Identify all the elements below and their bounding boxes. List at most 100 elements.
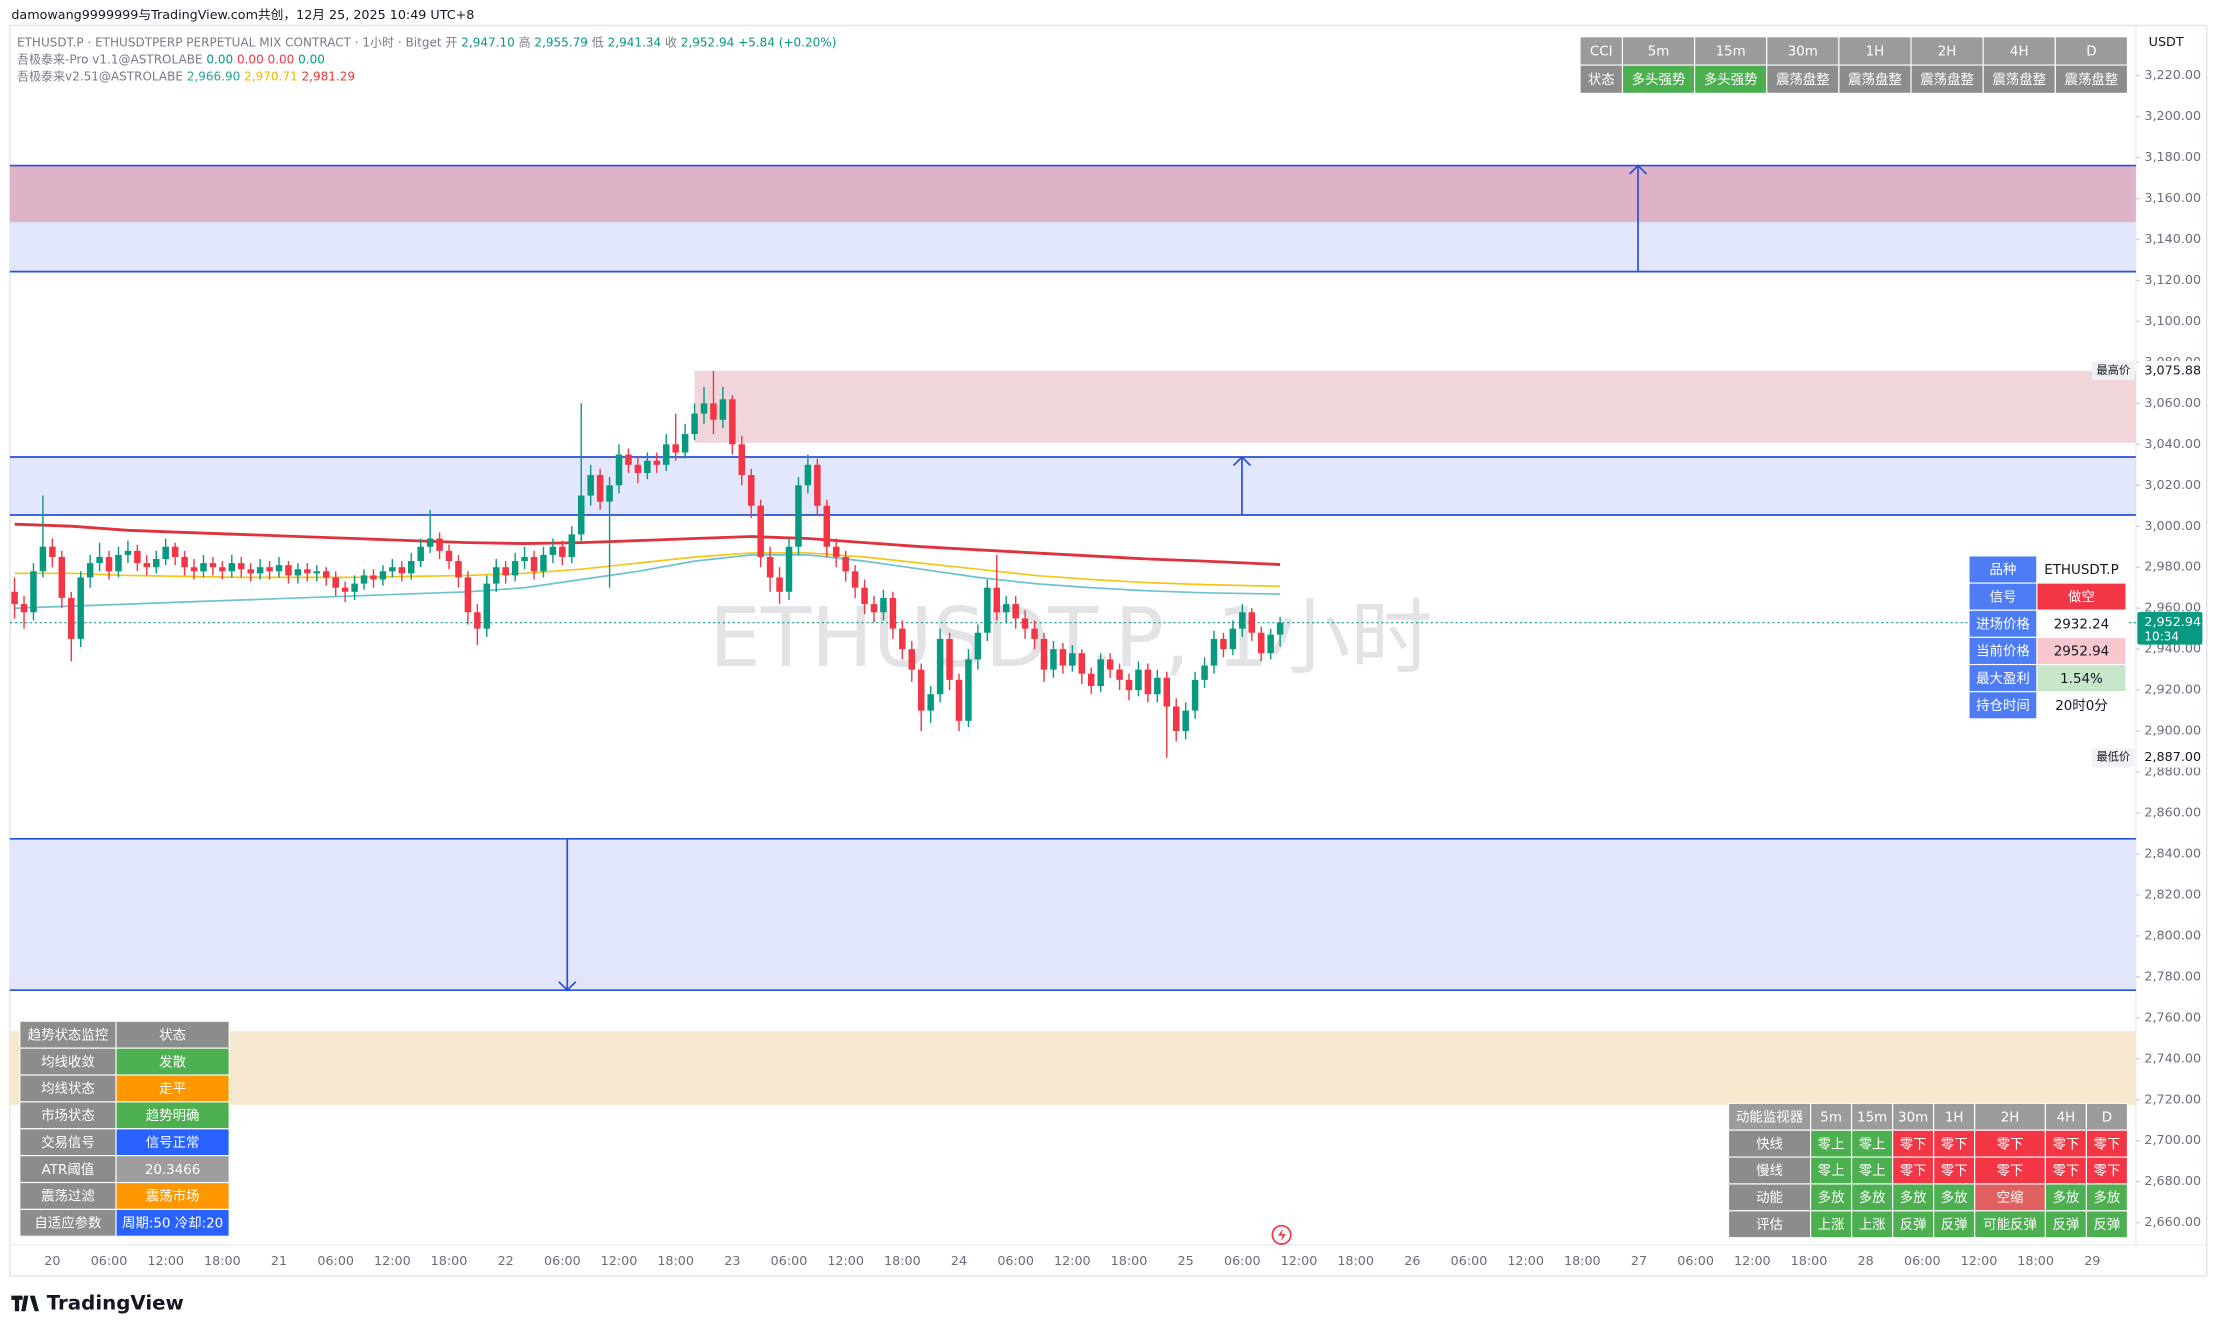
candle-body	[530, 556, 538, 572]
candle-body	[832, 546, 840, 557]
ohlc-key: 高	[519, 34, 531, 49]
candle-body	[171, 546, 179, 557]
legend-line: ETHUSDT.P · ETHUSDTPERP PERPETUAL MIX CO…	[17, 34, 836, 49]
candle-body	[313, 571, 321, 574]
cell-text: 品种	[1990, 562, 2017, 578]
candle-body	[332, 577, 339, 588]
candle-body	[540, 554, 547, 572]
cell-text: CCI	[1590, 45, 1613, 60]
y-tick-label: 2,880.00	[2144, 765, 2201, 780]
candle-body	[209, 563, 217, 568]
candle-body	[738, 444, 746, 476]
candle-body	[1116, 669, 1123, 680]
cell-text: 做空	[2068, 589, 2095, 605]
candle-body	[228, 563, 236, 572]
ohlc-value: 2,947.10	[461, 35, 515, 49]
candle-body	[710, 403, 717, 420]
last-price: 2,952.94	[2144, 615, 2201, 630]
cell-text: 多放	[1900, 1189, 1927, 1206]
currency-box	[2138, 29, 2201, 56]
x-tick-label: 18:00	[2017, 1254, 2054, 1269]
candle-body	[993, 587, 1001, 613]
y-tick-label: 2,840.00	[2144, 846, 2201, 861]
icon-bolt[interactable]	[1278, 1228, 1286, 1242]
candle-body	[615, 454, 623, 486]
y-tick-label: 2,900.00	[2144, 724, 2201, 739]
y-tick-label: 3,040.00	[2144, 437, 2201, 452]
cell-text: 震荡盘整	[1848, 71, 1902, 88]
change: +5.84 (+0.20%)	[738, 35, 836, 49]
candle-body	[917, 669, 925, 711]
table-cell	[1968, 663, 2038, 693]
cell-text: 零下	[1941, 1137, 1968, 1152]
y-tick-label: 2,720.00	[2144, 1092, 2201, 1107]
table-cell	[19, 1208, 117, 1237]
candle-body	[625, 454, 632, 465]
table-cell	[1910, 64, 1984, 94]
candle-body	[795, 485, 802, 547]
extreme-tag-label: 最高价	[2096, 363, 2130, 377]
indicator-value: 2,966.90	[187, 69, 241, 83]
candle-body	[577, 495, 585, 535]
countdown: 10:34	[2144, 629, 2179, 643]
cell-text: 反弹	[1941, 1217, 1968, 1233]
zone	[694, 370, 2136, 443]
indicator-value: 0.00	[268, 52, 295, 66]
candle-body	[1267, 634, 1274, 654]
y-tick-label: 3,020.00	[2144, 478, 2201, 493]
extreme-value: 3,075.88	[2144, 363, 2201, 378]
x-tick-label: 12:00	[1507, 1254, 1544, 1269]
x-tick-label: 18:00	[204, 1254, 241, 1269]
table-cell	[2036, 636, 2127, 666]
candle-body	[1069, 653, 1076, 666]
candle-body	[681, 434, 689, 453]
candle-body	[162, 546, 169, 560]
cell-text: 震荡盘整	[1920, 71, 1974, 88]
candle-body	[653, 460, 661, 465]
x-tick-label: 18:00	[1564, 1254, 1601, 1269]
candle-body	[1059, 649, 1067, 666]
table-cell	[1968, 582, 2038, 611]
x-tick-label: 12:00	[601, 1254, 638, 1269]
cell-text: 多放	[1818, 1189, 1845, 1206]
candle-body	[124, 550, 132, 555]
table-cell	[2044, 1129, 2087, 1158]
candle-body	[322, 571, 330, 578]
candle-body	[747, 475, 755, 506]
candle-body	[351, 583, 358, 592]
y-tick-label: 3,160.00	[2144, 191, 2201, 206]
candle-body	[1002, 604, 1010, 613]
candle-body	[181, 556, 188, 568]
candle-body	[814, 464, 821, 506]
candle-body	[30, 571, 37, 613]
cell-text: 2H	[1938, 45, 1957, 60]
candle-body	[11, 591, 18, 605]
table-cell	[1974, 1129, 2046, 1158]
cell-text: ATR阈值	[42, 1162, 95, 1178]
cell-text: 均线收敛	[41, 1054, 95, 1070]
candle-body	[1229, 628, 1237, 650]
table-cell	[1766, 64, 1840, 94]
replay-icon[interactable]	[1271, 1224, 1292, 1245]
cell-text: 多头强势	[1704, 71, 1758, 88]
cell-text: 交易信号	[41, 1134, 95, 1151]
candle-body	[39, 546, 47, 572]
candle-body	[49, 546, 56, 557]
candle-body	[1135, 669, 1142, 691]
table-cell	[2054, 64, 2129, 94]
cell-text: 空缩	[1997, 1190, 2024, 1206]
candle-body	[86, 563, 94, 578]
cell-text: 自适应参数	[34, 1215, 102, 1232]
candle-body	[851, 571, 859, 588]
x-tick-label: 18:00	[884, 1254, 921, 1269]
x-tick-label: 12:00	[1054, 1254, 1091, 1269]
candle-body	[464, 577, 472, 613]
candle-body	[1040, 638, 1048, 670]
cell-text: 信号正常	[146, 1135, 200, 1151]
moving-average	[14, 522, 1281, 566]
indicator-name: 吾极泰来v2.51@ASTROLABE	[17, 69, 183, 83]
cell-text: 趋势状态监控	[28, 1027, 109, 1043]
candle-body	[1220, 638, 1227, 650]
